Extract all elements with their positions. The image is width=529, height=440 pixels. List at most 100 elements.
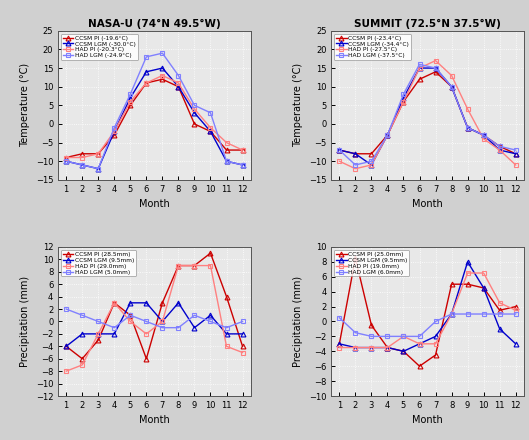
HAD PI (-20.3°C) <box>207 125 214 130</box>
CCSM PI (-19.6°C) <box>111 132 117 138</box>
HAD PI (19.0mm) <box>464 271 471 276</box>
HAD PI (-27.5°C) <box>497 147 503 153</box>
CCSM LGM (9.5mm) <box>384 345 390 350</box>
HAD LGM (-24.9°C) <box>127 92 133 97</box>
CCSM PI (-23.4°C) <box>352 151 359 156</box>
Legend: CCSM PI (28.5mm), CCSM LGM (9.5mm), HAD PI (29.0mm), HAD LGM (5.0mm): CCSM PI (28.5mm), CCSM LGM (9.5mm), HAD … <box>61 250 136 276</box>
HAD LGM (-24.9°C) <box>239 162 245 168</box>
Line: HAD LGM (-24.9°C): HAD LGM (-24.9°C) <box>64 51 245 171</box>
CCSM PI (-23.4°C) <box>480 132 487 138</box>
Line: HAD PI (19.0mm): HAD PI (19.0mm) <box>337 271 518 350</box>
HAD LGM (-24.9°C) <box>79 162 85 168</box>
CCSM PI (-19.6°C) <box>175 84 181 89</box>
HAD PI (29.0mm) <box>127 319 133 324</box>
CCSM LGM (-34.4°C) <box>464 125 471 130</box>
HAD LGM (6.0mm) <box>449 312 455 317</box>
HAD PI (19.0mm) <box>416 341 423 346</box>
HAD LGM (6.0mm) <box>384 334 390 339</box>
HAD PI (-27.5°C) <box>416 66 423 71</box>
HAD PI (-20.3°C) <box>223 140 230 145</box>
CCSM LGM (-34.4°C) <box>480 132 487 138</box>
HAD PI (-20.3°C) <box>159 73 166 78</box>
HAD LGM (6.0mm) <box>497 312 503 317</box>
CCSM LGM (9.5mm) <box>79 331 85 337</box>
CCSM LGM (-34.4°C) <box>449 84 455 89</box>
Y-axis label: Temperature (°C): Temperature (°C) <box>294 63 304 147</box>
HAD LGM (5.0mm) <box>159 325 166 330</box>
CCSM PI (-19.6°C) <box>191 121 198 127</box>
Line: CCSM PI (25.0mm): CCSM PI (25.0mm) <box>337 256 518 369</box>
HAD LGM (-24.9°C) <box>223 158 230 164</box>
CCSM PI (28.5mm) <box>143 356 150 361</box>
CCSM PI (-19.6°C) <box>95 151 102 156</box>
CCSM PI (25.0mm) <box>480 285 487 290</box>
HAD LGM (-24.9°C) <box>175 73 181 78</box>
CCSM PI (25.0mm) <box>464 282 471 287</box>
CCSM PI (-19.6°C) <box>239 147 245 153</box>
X-axis label: Month: Month <box>412 415 443 425</box>
CCSM PI (-23.4°C) <box>513 151 519 156</box>
X-axis label: Month: Month <box>412 199 443 209</box>
HAD PI (19.0mm) <box>352 345 359 350</box>
Title: NASA-U (74°N 49.5°W): NASA-U (74°N 49.5°W) <box>88 18 221 29</box>
CCSM LGM (-30.0°C) <box>111 129 117 134</box>
Line: CCSM LGM (-34.4°C): CCSM LGM (-34.4°C) <box>337 66 518 167</box>
HAD LGM (-24.9°C) <box>207 110 214 115</box>
HAD LGM (-37.5°C) <box>449 84 455 89</box>
CCSM PI (-23.4°C) <box>336 147 343 153</box>
CCSM LGM (9.5mm) <box>513 341 519 346</box>
HAD LGM (5.0mm) <box>239 319 245 324</box>
CCSM PI (25.0mm) <box>432 352 439 358</box>
HAD LGM (5.0mm) <box>79 312 85 318</box>
HAD PI (29.0mm) <box>63 369 69 374</box>
HAD PI (19.0mm) <box>480 271 487 276</box>
CCSM PI (28.5mm) <box>191 263 198 268</box>
CCSM LGM (9.5mm) <box>416 341 423 346</box>
HAD LGM (-37.5°C) <box>352 162 359 168</box>
Line: HAD PI (-27.5°C): HAD PI (-27.5°C) <box>337 58 518 171</box>
Line: CCSM LGM (9.5mm): CCSM LGM (9.5mm) <box>337 260 518 354</box>
CCSM PI (28.5mm) <box>223 294 230 299</box>
CCSM LGM (9.5mm) <box>191 325 198 330</box>
HAD LGM (-37.5°C) <box>400 92 407 97</box>
CCSM PI (-19.6°C) <box>79 151 85 156</box>
CCSM PI (28.5mm) <box>175 263 181 268</box>
HAD LGM (-37.5°C) <box>432 66 439 71</box>
HAD PI (-27.5°C) <box>432 58 439 63</box>
CCSM PI (28.5mm) <box>95 337 102 343</box>
HAD PI (29.0mm) <box>79 362 85 367</box>
CCSM LGM (-30.0°C) <box>191 110 198 115</box>
Line: CCSM LGM (-30.0°C): CCSM LGM (-30.0°C) <box>64 66 245 171</box>
CCSM PI (-19.6°C) <box>207 129 214 134</box>
CCSM LGM (-30.0°C) <box>79 162 85 168</box>
CCSM PI (25.0mm) <box>384 345 390 350</box>
CCSM LGM (9.5mm) <box>127 300 133 305</box>
CCSM LGM (-34.4°C) <box>513 151 519 156</box>
HAD PI (19.0mm) <box>497 300 503 305</box>
HAD PI (-20.3°C) <box>143 81 150 86</box>
CCSM PI (-19.6°C) <box>143 81 150 86</box>
CCSM LGM (9.5mm) <box>143 300 150 305</box>
HAD LGM (-37.5°C) <box>464 125 471 130</box>
CCSM LGM (-34.4°C) <box>497 147 503 153</box>
HAD LGM (-24.9°C) <box>95 166 102 171</box>
HAD LGM (5.0mm) <box>207 319 214 324</box>
HAD PI (-27.5°C) <box>336 158 343 164</box>
Legend: CCSM PI (-19.6°C), CCSM LGM (-30.0°C), HAD PI (-20.3°C), HAD LGM (-24.9°C): CCSM PI (-19.6°C), CCSM LGM (-30.0°C), H… <box>61 34 138 60</box>
HAD PI (-20.3°C) <box>111 129 117 134</box>
Line: CCSM PI (-23.4°C): CCSM PI (-23.4°C) <box>337 70 518 156</box>
Line: CCSM PI (-19.6°C): CCSM PI (-19.6°C) <box>64 77 245 160</box>
HAD PI (29.0mm) <box>223 344 230 349</box>
HAD PI (-20.3°C) <box>63 155 69 160</box>
HAD LGM (-24.9°C) <box>159 51 166 56</box>
CCSM LGM (-30.0°C) <box>63 158 69 164</box>
Title: SUMMIT (72.5°N 37.5°W): SUMMIT (72.5°N 37.5°W) <box>354 18 501 29</box>
CCSM PI (25.0mm) <box>336 341 343 346</box>
HAD LGM (-37.5°C) <box>336 147 343 153</box>
CCSM PI (28.5mm) <box>207 250 214 256</box>
CCSM PI (25.0mm) <box>513 304 519 309</box>
HAD LGM (-24.9°C) <box>63 158 69 164</box>
HAD PI (19.0mm) <box>432 341 439 346</box>
HAD PI (-27.5°C) <box>513 162 519 168</box>
CCSM PI (-23.4°C) <box>497 144 503 149</box>
